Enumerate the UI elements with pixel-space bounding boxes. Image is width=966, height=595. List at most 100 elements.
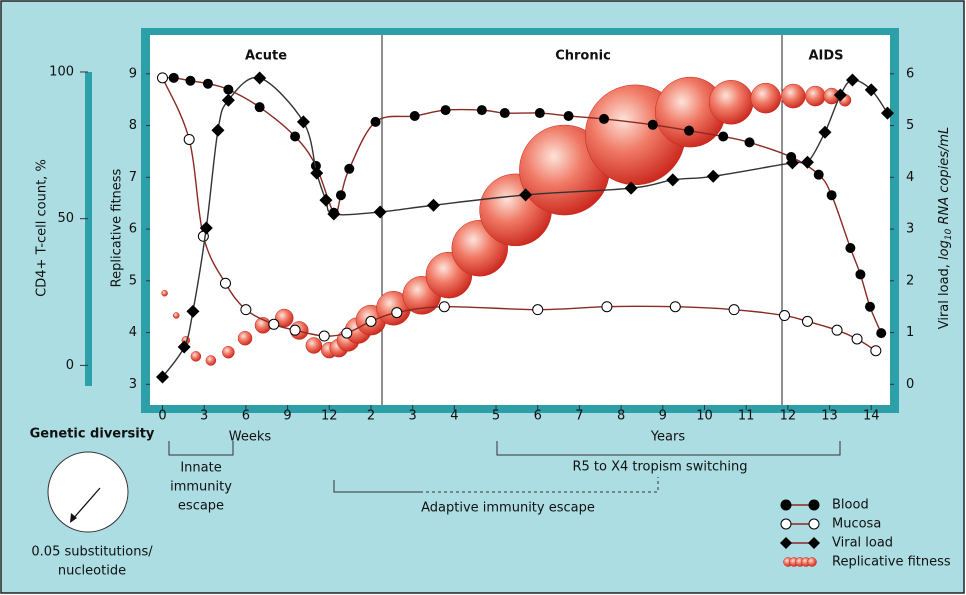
mucosa-point	[852, 334, 862, 344]
blood-point	[185, 76, 195, 86]
annotation: Genetic diversity	[30, 427, 155, 442]
y-tick-label: 5	[129, 273, 137, 288]
blood-point	[255, 102, 265, 112]
x-axis-label: Weeks	[229, 430, 272, 445]
y2-label-part: Viral load,	[937, 260, 952, 329]
y2-tick-label: 4	[906, 170, 914, 185]
y-tick-label: 4	[129, 325, 137, 340]
x-tick-label: 6	[242, 409, 250, 424]
x-axis-label: Years	[650, 430, 686, 445]
legend-label: Blood	[832, 498, 869, 513]
mucosa-point	[392, 308, 402, 318]
annotation: immunity	[170, 480, 232, 495]
mucosa-point	[780, 311, 790, 321]
fitness-bubble	[222, 346, 234, 358]
legend-swatch	[781, 500, 791, 510]
x-tick-label: 3	[200, 409, 208, 424]
mucosa-point	[342, 328, 352, 338]
y2-label-part: log	[937, 240, 952, 260]
y3-tick-label: 50	[57, 211, 74, 226]
y-tick-label: 8	[129, 118, 137, 133]
annotation: R5 to X4 tropism switching	[572, 460, 747, 475]
fitness-bubble	[238, 331, 252, 345]
blood-point	[290, 132, 300, 142]
mucosa-point	[290, 325, 300, 335]
fitness-bubble	[173, 312, 179, 318]
blood-point	[648, 120, 658, 130]
blood-point	[865, 302, 875, 312]
phase-label: Acute	[245, 49, 287, 64]
blood-point	[599, 114, 609, 124]
mucosa-point	[241, 305, 251, 315]
blood-point	[718, 132, 728, 142]
blood-point	[876, 328, 886, 338]
x-tick-label: 11	[738, 409, 755, 424]
x-tick-label: 13	[821, 409, 838, 424]
annotation: 0.05 substitutions/	[31, 545, 153, 560]
mucosa-point	[533, 305, 543, 315]
phase-label: Chronic	[555, 49, 611, 64]
x-tick-label: 3	[409, 409, 417, 424]
mucosa-point	[832, 325, 842, 335]
mucosa-point	[602, 302, 612, 312]
y2-tick-label: 1	[906, 325, 914, 340]
x-tick-label: 0	[158, 409, 166, 424]
blood-point	[684, 126, 694, 136]
y2-tick-label: 0	[906, 377, 914, 392]
blood-point	[223, 85, 233, 95]
x-tick-label: 10	[696, 409, 713, 424]
mucosa-point	[158, 73, 168, 83]
x-tick-label: 9	[283, 409, 291, 424]
y2-axis-label: Viral load, log10 RNA copies/mL	[937, 127, 954, 330]
y-tick-label: 3	[129, 377, 137, 392]
mucosa-point	[871, 346, 881, 356]
x-tick-label: 12	[321, 409, 338, 424]
annotation: escape	[178, 499, 224, 514]
y2-tick-label: 2	[906, 273, 914, 288]
blood-point	[827, 190, 837, 200]
legend-swatch	[809, 519, 819, 529]
blood-point	[814, 170, 824, 180]
blood-point	[500, 108, 510, 118]
y2-tick-label: 3	[906, 222, 914, 237]
blood-point	[203, 79, 213, 89]
legend-label: Viral load	[832, 536, 893, 551]
y2-label-part: RNA copies/mL	[937, 127, 952, 229]
x-tick-label: 8	[617, 409, 625, 424]
blood-point	[410, 111, 420, 121]
fitness-bubble	[191, 351, 201, 361]
annotation: Adaptive immunity escape	[421, 501, 595, 516]
mucosa-point	[729, 305, 739, 315]
x-tick-label: 6	[534, 409, 542, 424]
x-tick-label: 2	[367, 409, 375, 424]
blood-point	[371, 117, 381, 127]
blood-point	[441, 105, 451, 115]
y2-tick-label: 6	[906, 66, 914, 81]
x-tick-label: 14	[863, 409, 880, 424]
x-tick-label: 9	[659, 409, 667, 424]
legend-swatch	[808, 558, 817, 567]
y-axis-label: Replicative fitness	[110, 168, 125, 287]
fitness-bubble	[162, 290, 168, 296]
annotation: nucleotide	[58, 564, 126, 579]
legend-label: Replicative fitness	[832, 555, 951, 570]
blood-point	[344, 164, 354, 174]
annotation: Innate	[180, 461, 221, 476]
x-tick-label: 7	[575, 409, 583, 424]
phase-label: AIDS	[808, 49, 843, 64]
blood-point	[336, 190, 346, 200]
legend-swatch	[809, 500, 819, 510]
diversity-circle	[48, 452, 128, 532]
legend-label: Mucosa	[832, 517, 881, 532]
blood-point	[745, 137, 755, 147]
fitness-bubble	[306, 337, 322, 353]
mucosa-point	[670, 302, 680, 312]
y-tick-label: 7	[129, 170, 137, 185]
legend-swatch	[781, 519, 791, 529]
mucosa-point	[802, 316, 812, 326]
blood-point	[855, 269, 865, 279]
fitness-bubble	[805, 86, 825, 106]
x-tick-label: 12	[780, 409, 797, 424]
y3-tick-label: 0	[66, 358, 74, 373]
fitness-bubble	[781, 84, 805, 108]
